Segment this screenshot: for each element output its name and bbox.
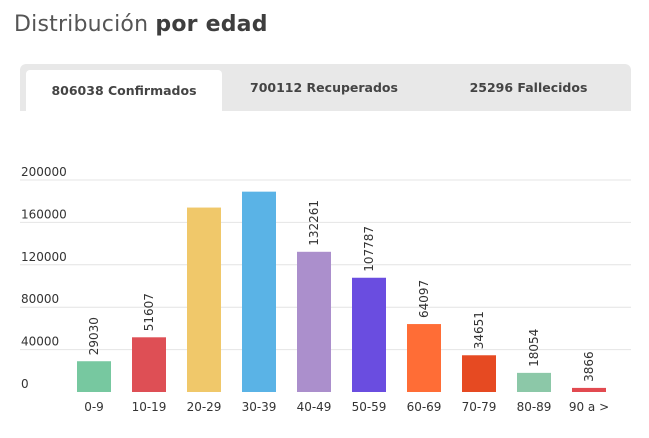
bar-20-29 (187, 207, 221, 392)
age-distribution-chart: 0 40000 80000 120000 160000 200000 29030 0-9 516… (20, 165, 631, 414)
data-label: 107787 (362, 226, 376, 272)
data-label: 29030 (87, 317, 101, 355)
x-tick-label: 70-79 (462, 400, 497, 414)
data-label: 132261 (307, 200, 321, 246)
x-tick-label: 0-9 (84, 400, 104, 414)
x-tick-label: 80-89 (517, 400, 552, 414)
x-tick-label: 10-19 (132, 400, 167, 414)
x-tick-label: 40-49 (297, 400, 332, 414)
page-title-regular: Distribución (14, 12, 149, 37)
bar-40-49 (297, 251, 331, 392)
y-tick-label: 200000 (21, 165, 67, 179)
bar-0-9 (77, 361, 111, 392)
tab-bar: 806038 Confirmados 700112 Recuperados 25… (20, 64, 631, 111)
tab-fallecidos[interactable]: 25296 Fallecidos (469, 80, 588, 95)
y-tick-label: 80000 (21, 292, 59, 306)
x-tick-label: 20-29 (187, 400, 222, 414)
bar-90-a- (572, 387, 606, 392)
bar-70-79 (462, 355, 496, 392)
x-tick-label: 90 a > (569, 400, 609, 414)
y-tick-label: 160000 (21, 207, 67, 221)
data-label: 3866 (582, 351, 596, 382)
bar-10-19 (132, 337, 166, 392)
y-tick-label: 120000 (21, 250, 67, 264)
x-tick-label: 30-39 (242, 400, 277, 414)
bar-30-39 (242, 191, 276, 392)
data-label: 64097 (417, 280, 431, 318)
x-tick-label: 50-59 (352, 400, 387, 414)
y-tick-label: 0 (21, 377, 29, 391)
tab-confirmados[interactable]: 806038 Confirmados (26, 70, 222, 111)
bar-60-69 (407, 324, 441, 392)
bar-80-89 (517, 372, 551, 392)
bar-50-59 (352, 277, 386, 392)
tab-recuperados[interactable]: 700112 Recuperados (250, 80, 398, 95)
page-title-bold: por edad (155, 12, 268, 37)
data-label: 34651 (472, 311, 486, 349)
data-label: 51607 (142, 293, 156, 331)
x-tick-label: 60-69 (407, 400, 442, 414)
y-tick-label: 40000 (21, 335, 59, 349)
data-label: 18054 (527, 329, 541, 367)
page-title: Distribución por edad (14, 12, 268, 37)
